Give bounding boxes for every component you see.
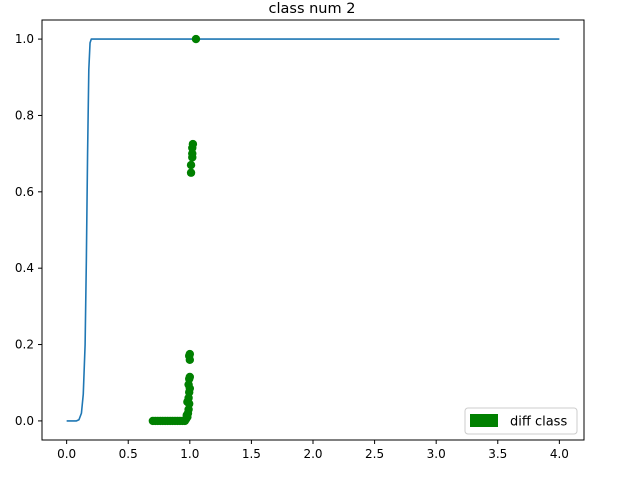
y-tick-label: 0.6 (15, 185, 34, 199)
x-axis: 0.0 0.5 1.0 1.5 2.0 2.5 3.0 3.5 4.0 (57, 440, 569, 461)
series-line (66, 38, 560, 422)
legend-swatch (470, 414, 498, 427)
x-tick-label: 3.5 (488, 447, 507, 461)
y-tick-label: 0.2 (15, 338, 34, 352)
plot-area (66, 34, 560, 426)
legend-label: diff class (510, 415, 567, 430)
scatter-point (185, 349, 195, 359)
legend: diff class (464, 407, 578, 435)
x-tick-label: 2.5 (365, 447, 384, 461)
x-tick-label: 0.0 (57, 447, 76, 461)
scatter-point (188, 139, 198, 149)
scatter-point (191, 34, 201, 44)
x-tick-label: 1.5 (242, 447, 261, 461)
chart-title: class num 2 (269, 1, 356, 17)
y-tick-label: 0.4 (15, 261, 34, 275)
scatter-point (186, 168, 196, 177)
y-tick-label: 0.0 (15, 414, 34, 428)
scatter-point (182, 410, 191, 420)
scatter-point (186, 160, 196, 170)
x-tick-label: 3.0 (427, 447, 446, 461)
scatter-point (185, 372, 195, 382)
x-tick-label: 0.5 (119, 447, 138, 461)
x-tick-label: 2.0 (303, 447, 322, 461)
y-tick-label: 1.0 (15, 32, 34, 46)
x-tick-label: 1.0 (180, 447, 199, 461)
y-axis: 0.0 0.2 0.4 0.6 0.8 1.0 (15, 32, 42, 428)
y-tick-label: 0.8 (15, 108, 34, 122)
x-tick-label: 4.0 (550, 447, 569, 461)
